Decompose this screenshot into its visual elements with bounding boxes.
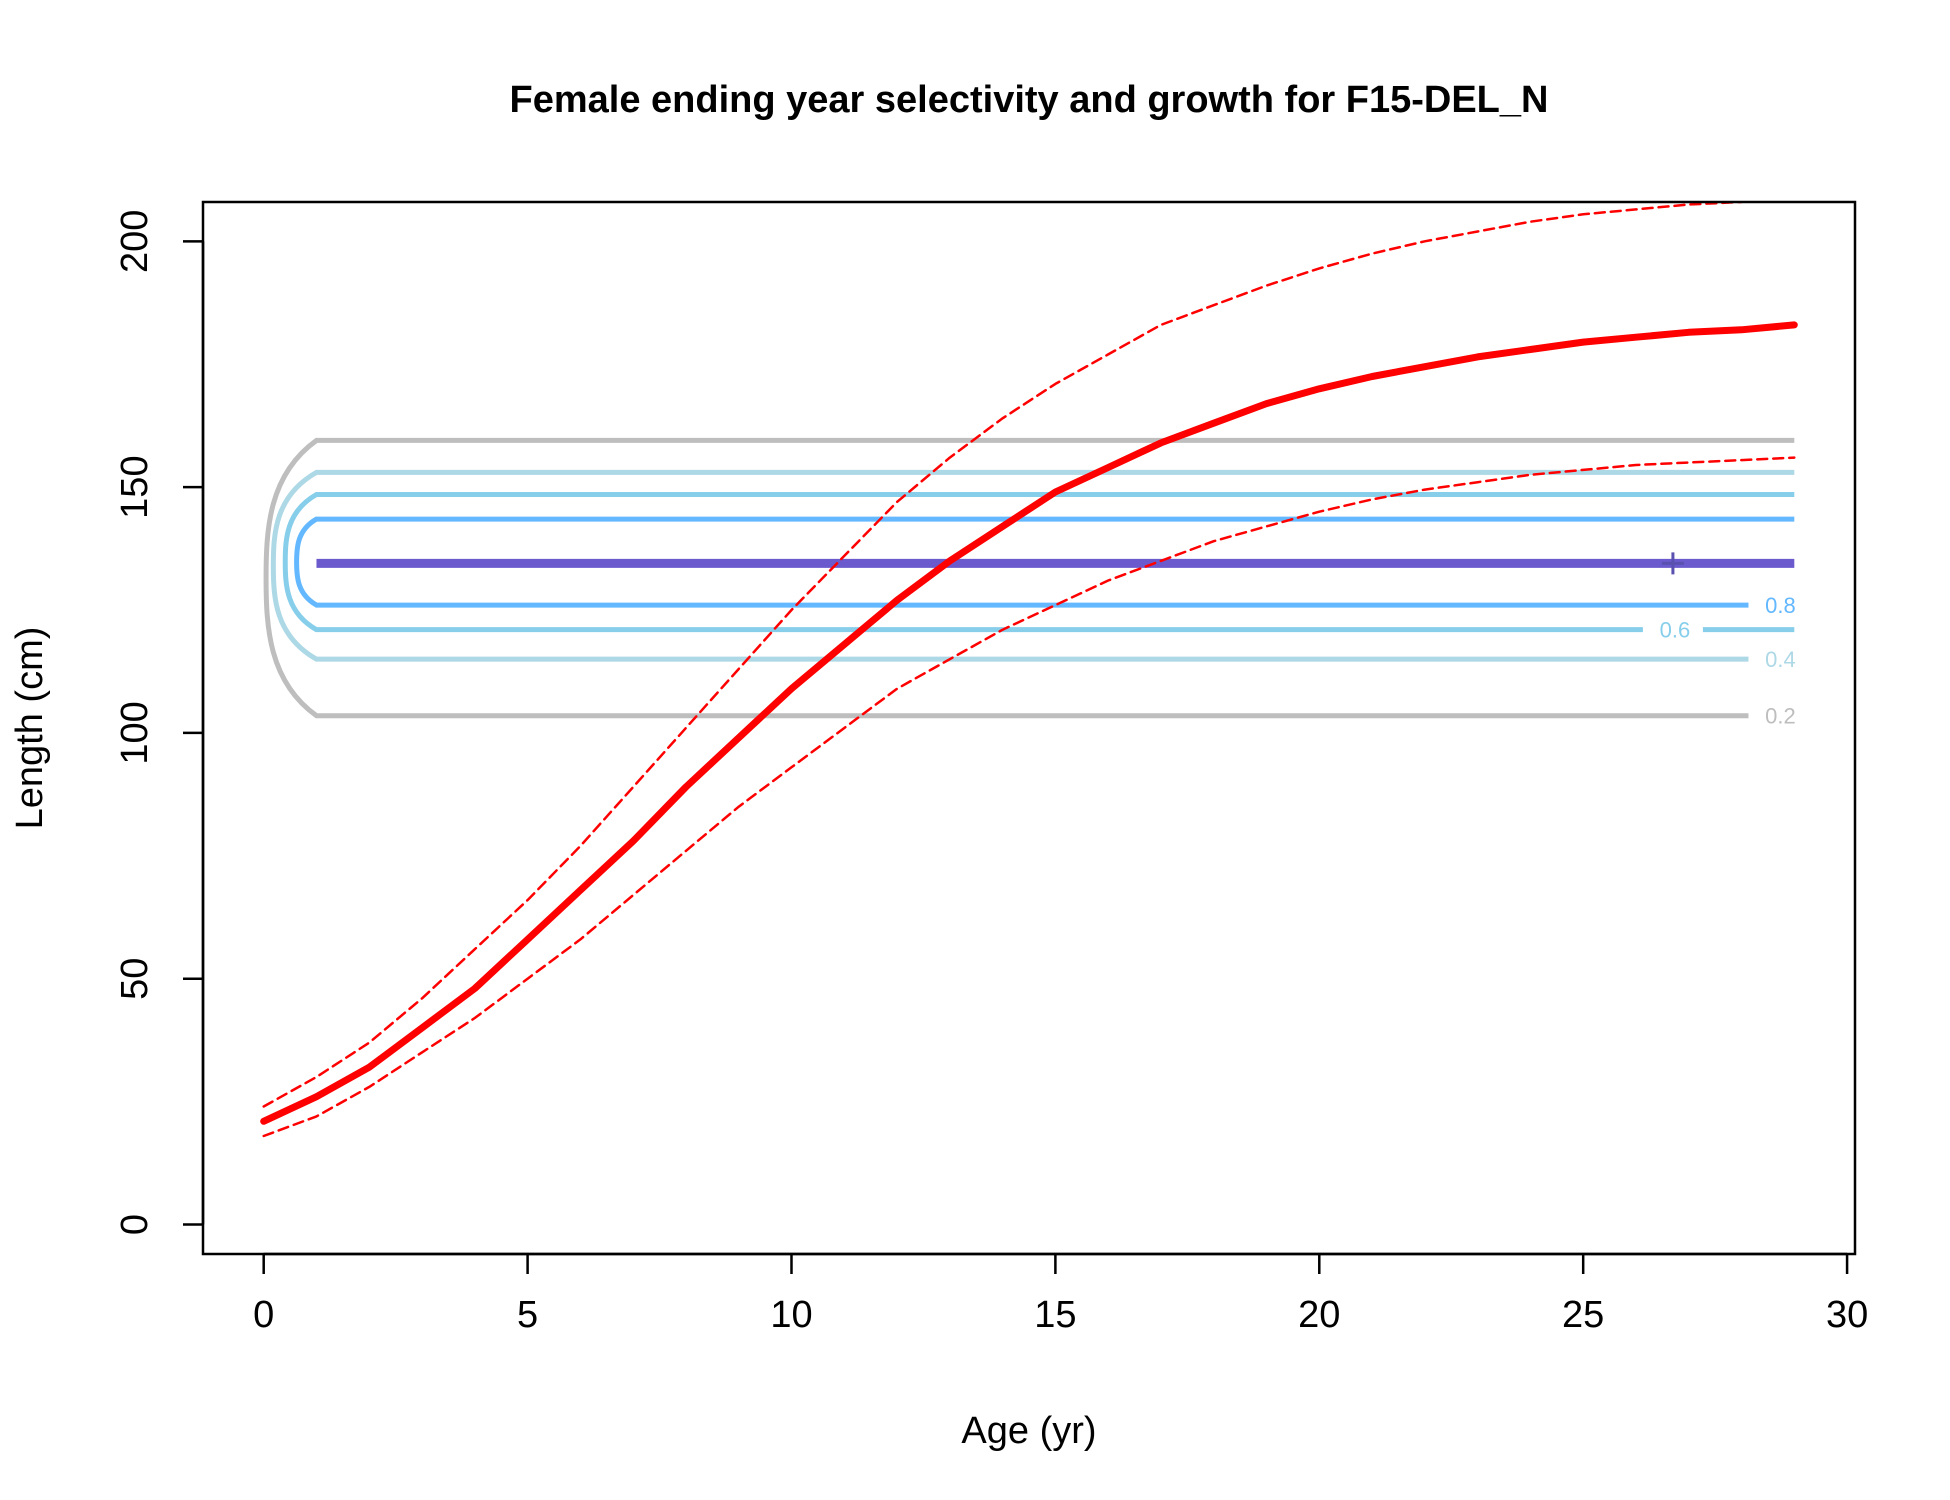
- x-axis-label: Age (yr): [961, 1410, 1096, 1452]
- contour-0.6: [282, 491, 1795, 633]
- growth-upper-line: [262, 202, 1743, 1108]
- y-tick-label: 50: [114, 958, 156, 1000]
- y-tick-label: 100: [114, 701, 156, 764]
- x-tick-label: 25: [1562, 1294, 1604, 1336]
- plot-clipped: [260, 202, 1798, 1138]
- contour-0.4: [270, 469, 1795, 662]
- axes: 0 5 10 15 20 25 30 0 50 100 150 200: [114, 200, 1868, 1336]
- x-tick-label: 0: [253, 1294, 274, 1336]
- contour-label-0.6: 0.6: [1660, 618, 1691, 643]
- chart-title: Female ending year selectivity and growt…: [510, 79, 1549, 121]
- x-tick-label: 30: [1826, 1294, 1868, 1336]
- x-tick-label: 5: [517, 1294, 538, 1336]
- y-tick-label: 0: [114, 1214, 156, 1235]
- contour-0.2: [263, 437, 1795, 719]
- peak-marker: [1661, 552, 1684, 575]
- growth-lower-line: [262, 456, 1796, 1138]
- contour-label-0.8: 0.8: [1765, 593, 1796, 618]
- x-tick-label: 10: [770, 1294, 812, 1336]
- contour-label-0.4: 0.4: [1765, 647, 1796, 672]
- contour-0.8: [294, 516, 1795, 608]
- y-axis-label: Length (cm): [9, 627, 51, 830]
- contour-label-0.2: 0.2: [1765, 704, 1796, 729]
- plot-area: 0.2 0.4 0.6 0.8: [260, 202, 1798, 1138]
- y-tick-label: 200: [114, 210, 156, 273]
- growth-mean-line: [260, 321, 1798, 1125]
- x-tick-label: 20: [1298, 1294, 1340, 1336]
- plot-frame: [201, 200, 1857, 1256]
- y-tick-label: 150: [114, 455, 156, 518]
- x-tick-label: 15: [1034, 1294, 1076, 1336]
